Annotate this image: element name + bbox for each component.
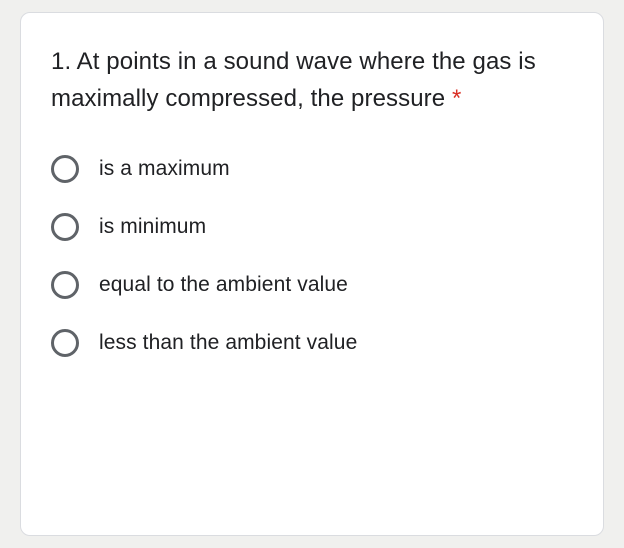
option-row[interactable]: equal to the ambient value [51,271,573,299]
radio-icon[interactable] [51,155,79,183]
options-group: is a maximum is minimum equal to the amb… [51,155,573,357]
option-label: less than the ambient value [99,331,357,355]
option-label: equal to the ambient value [99,273,348,297]
option-label: is minimum [99,215,206,239]
option-label: is a maximum [99,157,230,181]
required-asterisk: * [452,85,461,112]
option-row[interactable]: is minimum [51,213,573,241]
question-stem: 1. At points in a sound wave where the g… [51,48,536,112]
question-text: 1. At points in a sound wave where the g… [51,43,573,117]
option-row[interactable]: less than the ambient value [51,329,573,357]
radio-icon[interactable] [51,329,79,357]
radio-icon[interactable] [51,213,79,241]
radio-icon[interactable] [51,271,79,299]
option-row[interactable]: is a maximum [51,155,573,183]
question-card: 1. At points in a sound wave where the g… [20,12,604,536]
